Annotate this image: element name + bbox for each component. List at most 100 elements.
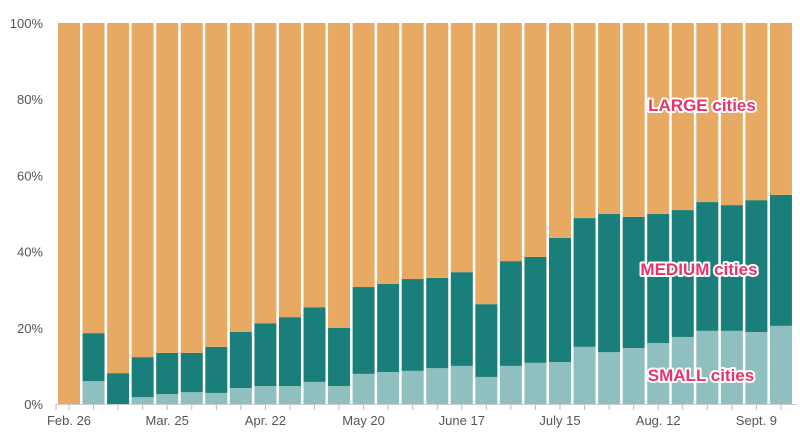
bar-segment-medium (229, 331, 252, 388)
bar-segment-medium (450, 272, 473, 366)
bar-segment-medium (328, 327, 351, 387)
y-tick-label: 20% (17, 321, 43, 336)
bar-segment-large (696, 23, 719, 203)
bar-segment-medium (426, 277, 449, 369)
x-tick-label: Feb. 26 (47, 413, 91, 428)
bar-segment-large (58, 23, 80, 404)
bar-segment-large (598, 23, 621, 214)
bar-segment-large (254, 23, 277, 324)
bar-segment-large (549, 23, 571, 238)
bar-segment-medium (205, 346, 228, 393)
bar-segment-large (720, 23, 743, 206)
x-tick-label: Mar. 25 (146, 413, 189, 428)
y-tick-label: 80% (17, 92, 43, 107)
bar-segment-medium (549, 237, 571, 363)
bar-segment-small (352, 373, 375, 404)
bar-segment-small (205, 392, 228, 404)
bar-segment-large (745, 23, 768, 201)
bar-segment-small (156, 394, 179, 404)
bar-segment-medium (254, 323, 277, 387)
bar-segment-large (401, 23, 424, 280)
bar-segment-small (377, 371, 400, 404)
bar-segment-small (598, 352, 621, 404)
bar-segment-small (426, 368, 449, 404)
bar-segment-large (475, 23, 498, 305)
bar-segment-large (647, 23, 670, 214)
bar-segment-small (82, 381, 105, 404)
x-tick-label: July 15 (539, 413, 580, 428)
series-label-small: SMALL cities (648, 366, 754, 385)
bar-segment-medium (377, 283, 400, 372)
bar-segment-large (769, 23, 792, 195)
bars-layer (58, 23, 792, 404)
bar-segment-small (671, 336, 694, 404)
bar-segment-small (573, 346, 596, 404)
x-tick-label: June 17 (439, 413, 485, 428)
bar-segment-medium (671, 210, 694, 337)
bar-segment-medium (745, 200, 768, 332)
x-tick-label: Apr. 22 (245, 413, 286, 428)
bar-segment-small (622, 347, 645, 404)
bar-segment-small (131, 397, 154, 404)
bar-segment-medium (696, 202, 719, 331)
bar-segment-small (303, 381, 326, 404)
y-tick-label: 100% (10, 16, 44, 31)
x-tick-label: Aug. 12 (636, 413, 681, 428)
bar-segment-small (769, 325, 792, 404)
bar-segment-large (82, 23, 105, 334)
bar-segment-medium (573, 218, 596, 347)
bar-segment-large (352, 23, 375, 288)
y-tick-label: 40% (17, 245, 43, 260)
bar-segment-medium (769, 194, 792, 326)
bar-segment-small (229, 387, 252, 404)
bar-segment-large (205, 23, 228, 347)
bar-segment-large (303, 23, 326, 308)
y-tick-label: 0% (24, 397, 43, 412)
bar-segment-large (450, 23, 473, 273)
bar-segment-large (622, 23, 645, 217)
bar-segment-small (475, 376, 498, 404)
bar-segment-medium (352, 287, 375, 374)
bar-segment-large (107, 23, 130, 374)
x-tick-label: Sept. 9 (736, 413, 777, 428)
bar-segment-small (450, 365, 473, 404)
bar-segment-large (180, 23, 203, 353)
bar-segment-small (180, 392, 203, 404)
bar-segment-medium (598, 213, 621, 353)
bar-segment-medium (647, 213, 670, 344)
bar-segment-medium (622, 216, 645, 348)
bar-segment-small (524, 362, 547, 404)
bar-segment-small (696, 330, 719, 404)
bar-segment-large (573, 23, 596, 219)
y-tick-label: 60% (17, 168, 43, 183)
bar-segment-large (426, 23, 449, 278)
bar-segment-small (328, 386, 351, 404)
bar-segment-medium (303, 307, 326, 382)
bar-segment-large (377, 23, 400, 284)
bar-segment-medium (499, 261, 522, 366)
bar-segment-small (278, 386, 301, 404)
x-axis: Feb. 26 Mar. 25 Apr. 22 May 20 June 17 July 1… (47, 404, 797, 428)
bar-segment-medium (107, 373, 130, 404)
bar-segment-small (745, 331, 768, 404)
bar-segment-small (499, 365, 522, 404)
bar-segment-medium (131, 357, 154, 398)
bar-segment-medium (82, 333, 105, 382)
bar-segment-large (229, 23, 252, 332)
bar-segment-small (549, 362, 571, 404)
bar-segment-large (671, 23, 694, 211)
series-label-medium: MEDIUM cities (640, 260, 757, 279)
bar-segment-small (254, 386, 277, 404)
bar-segment-small (720, 330, 743, 404)
bar-segment-large (499, 23, 522, 262)
y-axis: 0% 20% 40% 60% 80% 100% (10, 16, 44, 412)
bar-segment-large (131, 23, 154, 358)
bar-segment-medium (720, 205, 743, 331)
bar-segment-large (156, 23, 179, 353)
bar-segment-large (524, 23, 547, 257)
bar-segment-medium (475, 304, 498, 377)
bar-segment-medium (278, 317, 301, 387)
x-tick-label: May 20 (342, 413, 385, 428)
bar-segment-large (328, 23, 351, 328)
